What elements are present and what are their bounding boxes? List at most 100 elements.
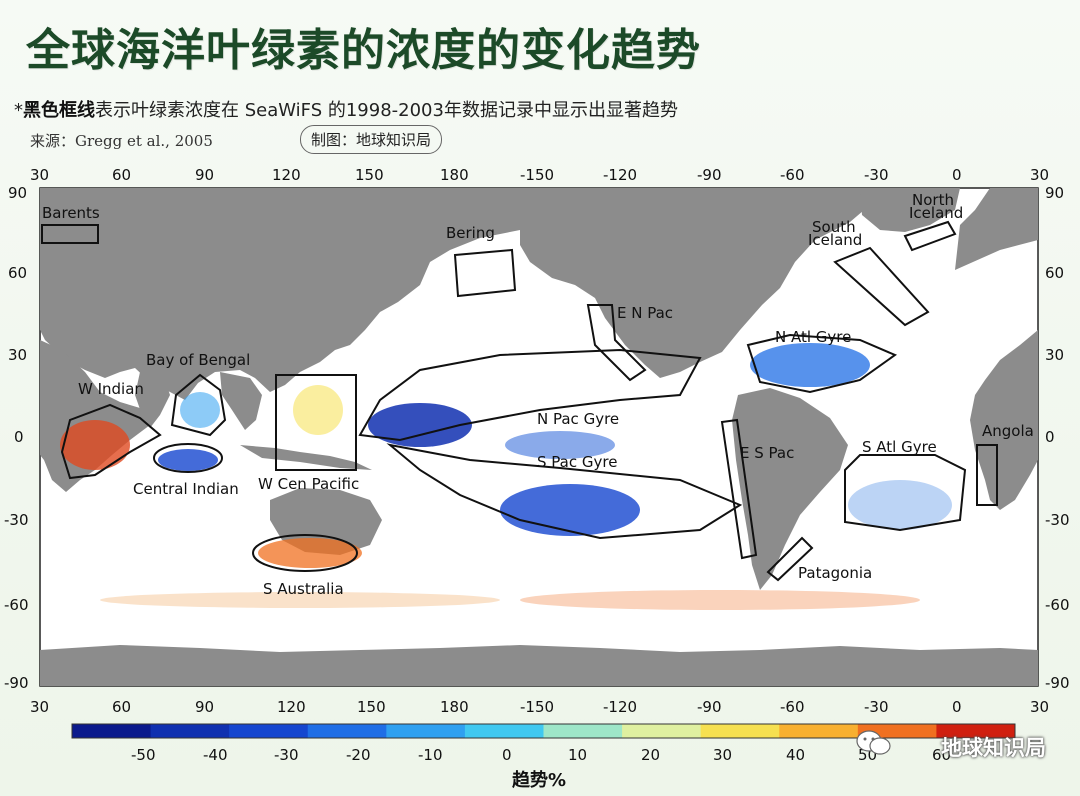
label-w-cen-pacific: W Cen Pacific (258, 475, 359, 493)
bottom-tick-1: 60 (112, 698, 131, 716)
colorbar-segment (464, 724, 544, 738)
outline-south-iceland (833, 246, 930, 327)
outline-npac-gyre (358, 348, 702, 442)
top-tick-1: 60 (112, 166, 131, 184)
right-lat-6: -90 (1045, 674, 1070, 692)
land-india (135, 372, 170, 428)
top-ticks: 30 60 90 120 150 180 -150 -120 -90 -60 -… (30, 166, 1049, 184)
label-w-indian: W Indian (78, 380, 144, 398)
left-lat-1: 60 (8, 264, 27, 282)
region-labels: Barents Bering North Iceland South Icela… (42, 191, 1034, 598)
region-outlines (41, 220, 998, 582)
right-lat-5: -60 (1045, 596, 1070, 614)
credit-badge: 制图：地球知识局 (300, 125, 443, 154)
patch-satl-blue (848, 480, 952, 530)
land-europe-right (955, 188, 1038, 510)
top-tick-11: 0 (952, 166, 962, 184)
colorbar-segment (700, 724, 780, 738)
land-indonesia (240, 445, 372, 470)
colorbar-tick-2: -30 (274, 746, 299, 764)
land-antarctica (40, 645, 1038, 686)
outline-bay-of-bengal (170, 373, 227, 437)
top-tick-10: -30 (864, 166, 889, 184)
top-tick-2: 90 (195, 166, 214, 184)
top-tick-6: -150 (520, 166, 554, 184)
patch-cindian-blue (158, 449, 218, 471)
label-en-pac: E N Pac (617, 304, 673, 322)
colorbar-tick-7: 20 (641, 746, 661, 764)
colorbar-segment (386, 724, 466, 738)
left-lat-5: -60 (4, 596, 29, 614)
outline-bering (453, 248, 517, 298)
colorbar-segment (72, 724, 152, 738)
colorbar-tick-9: 40 (786, 746, 806, 764)
note-prefix: * (14, 100, 23, 121)
left-lat-2: 30 (8, 346, 27, 364)
bottom-ticks: 30 60 90 120 150 180 -150 -120 -90 -60 -… (30, 698, 1049, 716)
colorbar-segment (150, 724, 230, 738)
land-northamerica (520, 188, 870, 378)
land-australia (270, 488, 382, 555)
patch-spac-blue (500, 484, 640, 536)
colorbar-tick-5: 0 (502, 746, 512, 764)
bottom-tick-8: -90 (697, 698, 722, 716)
colorbar-title: 趋势% (512, 770, 567, 791)
land-layer (40, 188, 1038, 686)
outline-es-pac (720, 418, 758, 560)
top-tick-12: 30 (1030, 166, 1049, 184)
top-tick-8: -90 (697, 166, 722, 184)
left-lat-6: -90 (4, 674, 29, 692)
colorbar-tick-1: -40 (203, 746, 228, 764)
right-lat-3: 0 (1045, 428, 1055, 446)
bottom-tick-2: 90 (195, 698, 214, 716)
watermark: 地球知识局 (941, 736, 1046, 760)
patch-southern-red2 (100, 592, 500, 608)
right-lat-1: 60 (1045, 264, 1064, 282)
top-tick-4: 150 (355, 166, 384, 184)
top-tick-3: 120 (272, 166, 301, 184)
bottom-tick-3: 120 (277, 698, 306, 716)
patch-windian-red (60, 420, 130, 470)
patch-spac-blue2 (505, 431, 615, 459)
map-note: *黑色框线表示叶绿素浓度在 SeaWiFS 的1998-2003年数据记录中显示… (14, 96, 678, 122)
page-title: 全球海洋叶绿素的浓度的变化趋势 (26, 25, 701, 76)
label-north-iceland-1: North (912, 191, 954, 209)
land-seasia (220, 372, 262, 430)
patch-npac-blue (368, 403, 472, 447)
colorbar-tick-11: 60 (932, 746, 952, 764)
label-bay-of-bengal: Bay of Bengal (146, 351, 250, 369)
patch-saus-red (258, 538, 362, 568)
land-eurasia (40, 188, 520, 400)
outline-satl-gyre (844, 454, 967, 532)
outline-natl-gyre (746, 333, 898, 394)
label-south-iceland-2: Iceland (808, 231, 862, 249)
colorbar-tick-0: -50 (131, 746, 156, 764)
outline-s-australia (252, 534, 358, 572)
label-natl-gyre: N Atl Gyre (775, 328, 851, 346)
outline-w-cen-pacific (275, 374, 357, 471)
patch-wcen-yellow (293, 385, 343, 435)
bottom-tick-0: 30 (30, 698, 49, 716)
label-central-indian: Central Indian (133, 480, 239, 498)
trend-patches (60, 343, 952, 610)
outline-w-indian (60, 403, 162, 480)
label-spac-gyre: S Pac Gyre (537, 453, 617, 471)
colorbar-tick-3: -20 (346, 746, 371, 764)
outline-en-pac (586, 304, 647, 382)
top-tick-0: 30 (30, 166, 49, 184)
note-highlight: 黑色框线 (23, 100, 95, 121)
colorbar-segment (936, 724, 1016, 738)
bottom-tick-10: -30 (864, 698, 889, 716)
source-citation: 来源：Gregg et al., 2005 (30, 132, 213, 150)
right-lat-0: 90 (1045, 184, 1064, 202)
colorbar-segment (622, 724, 702, 738)
top-tick-5: 180 (440, 166, 469, 184)
colorbar-tick-4: -10 (418, 746, 443, 764)
left-lat-0: 90 (8, 184, 27, 202)
note-text: 表示叶绿素浓度在 SeaWiFS 的1998-2003年数据记录中显示出显著趋势 (95, 100, 678, 121)
colorbar-segment (307, 724, 387, 738)
label-angola: Angola (982, 422, 1034, 440)
wechat-icon (856, 730, 891, 755)
land-japan (322, 320, 340, 352)
